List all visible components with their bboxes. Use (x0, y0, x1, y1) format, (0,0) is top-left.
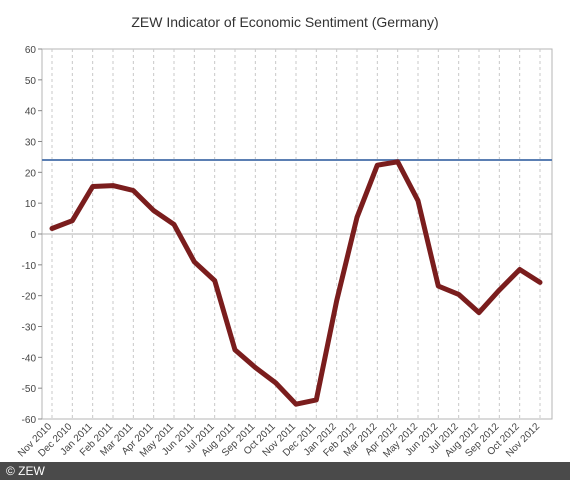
y-tick-label: 20 (25, 168, 37, 179)
y-tick-label: 60 (25, 45, 37, 56)
chart: ZEW Indicator of Economic Sentiment (Ger… (16, 14, 553, 460)
data-point (437, 285, 439, 287)
data-point (295, 403, 297, 405)
y-tick-label: 10 (25, 199, 37, 210)
data-point (376, 164, 378, 166)
y-tick-label: 30 (25, 138, 37, 149)
data-point (315, 399, 317, 401)
data-point (275, 382, 277, 384)
y-tick-label: -50 (22, 384, 37, 395)
data-point (478, 312, 480, 314)
y-tick-label: 0 (30, 230, 36, 241)
data-point (112, 185, 114, 187)
data-point (153, 210, 155, 212)
data-point (51, 227, 53, 229)
chart-title: ZEW Indicator of Economic Sentiment (Ger… (131, 14, 438, 30)
y-tick-label: -20 (22, 292, 37, 303)
y-tick-label: 50 (25, 76, 37, 87)
data-point (254, 367, 256, 369)
data-point (498, 289, 500, 291)
chart-svg: ZEW Indicator of Economic Sentiment (Ger… (16, 14, 553, 460)
data-point (92, 186, 94, 188)
data-point (356, 216, 358, 218)
credit-text: © ZEW (6, 464, 45, 478)
y-tick-label: -30 (22, 323, 37, 334)
data-point (173, 223, 175, 225)
data-point (336, 300, 338, 302)
data-point (132, 190, 134, 192)
data-point (539, 281, 541, 283)
y-tick-label: -40 (22, 353, 37, 364)
data-point (519, 268, 521, 270)
y-tick-label: -60 (22, 415, 37, 426)
credit-bar: © ZEW (0, 462, 570, 480)
data-point (397, 161, 399, 163)
data-point (214, 280, 216, 282)
y-tick-label: 40 (25, 107, 37, 118)
data-point (458, 293, 460, 295)
y-tick-label: -10 (22, 261, 37, 272)
data-point (234, 349, 236, 351)
data-point (417, 200, 419, 202)
data-point (71, 220, 73, 222)
data-point (193, 261, 195, 263)
